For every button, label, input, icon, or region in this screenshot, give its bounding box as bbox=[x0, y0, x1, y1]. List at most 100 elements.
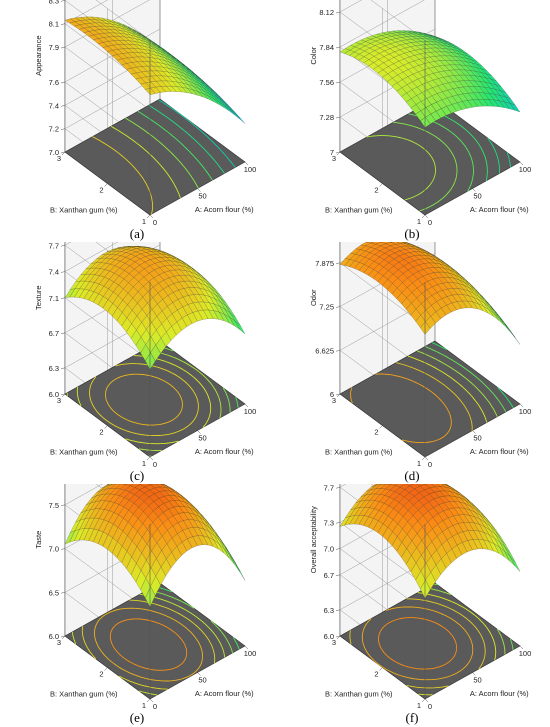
x-axis: 0 50 100 A: Acorn flour (%) bbox=[424, 161, 531, 227]
z-tick-label: 7.4 bbox=[49, 268, 59, 277]
z-tick bbox=[335, 609, 341, 611]
y-tick bbox=[146, 214, 151, 219]
contour-line bbox=[137, 110, 213, 181]
y-tick-label: 1 bbox=[142, 217, 146, 226]
x-tick bbox=[244, 645, 249, 650]
x-tick bbox=[424, 214, 429, 219]
y-tick-label: 1 bbox=[417, 217, 421, 226]
z-axis-label: Appearance bbox=[34, 35, 43, 75]
x-tick-label: 50 bbox=[198, 676, 206, 685]
x-tick bbox=[244, 161, 249, 166]
x-tick bbox=[197, 672, 201, 676]
x-tick-label: 50 bbox=[473, 192, 481, 201]
z-tick-label: 8.1 bbox=[49, 20, 59, 29]
z-tick bbox=[60, 81, 66, 84]
y-axis-label: B: Xanthan gum (%) bbox=[325, 690, 393, 699]
z-tick-label: 7.25 bbox=[319, 303, 334, 312]
y-tick bbox=[421, 214, 426, 219]
panel-f: 6.06.36.77.07.37.78.0Overall acceptabili… bbox=[275, 484, 550, 726]
z-tick bbox=[335, 522, 341, 524]
y-tick bbox=[104, 425, 108, 429]
x-tick-label: 0 bbox=[428, 460, 432, 469]
x-tick-label: 0 bbox=[428, 702, 432, 711]
response-surface bbox=[339, 484, 521, 599]
surface-facet bbox=[111, 484, 117, 485]
surface-plot-0: 7.07.27.47.67.98.18.38.5Appearance050100… bbox=[34, 0, 256, 241]
contour-line bbox=[148, 104, 225, 174]
contour-line bbox=[417, 592, 497, 696]
x-tick bbox=[149, 698, 154, 703]
y-tick bbox=[379, 425, 383, 429]
z-axis: 7.07.27.47.67.98.18.38.5Appearance bbox=[34, 0, 151, 215]
y-tick-label: 3 bbox=[57, 154, 61, 163]
contour-line bbox=[158, 99, 236, 168]
surface-facet bbox=[106, 484, 113, 487]
x-axis: 0 50 100 A: Acorn flour (%) bbox=[424, 645, 532, 711]
z-tick bbox=[335, 81, 341, 84]
z-tick bbox=[60, 0, 66, 2]
y-tick bbox=[336, 151, 341, 156]
z-axis-label: Odor bbox=[309, 289, 318, 306]
x-tick bbox=[149, 214, 154, 219]
surface-plot-5: 6.06.36.77.07.37.78.0Overall acceptabili… bbox=[309, 484, 532, 725]
z-tick bbox=[60, 23, 66, 25]
y-axis-label: B: Xanthan gum (%) bbox=[325, 206, 393, 215]
x-tick-label: 100 bbox=[519, 649, 532, 658]
z-tick-label: 6.0 bbox=[324, 632, 334, 641]
z-tick-label: 6.3 bbox=[49, 364, 59, 373]
y-axis: 1 2 3 B: Xanthan gum (%) bbox=[50, 635, 151, 710]
x-tick-label: 0 bbox=[428, 218, 432, 227]
z-tick-label: 7.2 bbox=[49, 125, 59, 134]
z-tick bbox=[335, 548, 341, 550]
surface-facet bbox=[509, 556, 521, 572]
y-tick-label: 3 bbox=[332, 396, 336, 405]
z-tick bbox=[60, 504, 66, 506]
contour-line bbox=[393, 121, 458, 212]
z-tick-label: 7.84 bbox=[319, 43, 334, 52]
floor-contour-plane bbox=[339, 582, 521, 700]
surface-facet bbox=[234, 320, 246, 335]
y-tick bbox=[336, 393, 341, 398]
z-tick bbox=[60, 105, 66, 107]
z-tick bbox=[60, 393, 66, 396]
surface-facet bbox=[229, 109, 240, 120]
z-tick bbox=[60, 128, 66, 130]
x-tick bbox=[472, 672, 476, 676]
x-axis-label: A: Acorn flour (%) bbox=[470, 205, 529, 214]
contour-line bbox=[147, 589, 234, 654]
z-tick-label: 7.0 bbox=[324, 545, 334, 554]
z-tick bbox=[60, 245, 66, 247]
x-tick bbox=[472, 430, 476, 434]
floor-contour-plane bbox=[64, 98, 246, 216]
contour-line bbox=[417, 350, 498, 417]
z-tick-label: 7.1 bbox=[49, 294, 59, 303]
x-axis: 0 50 100 A: Acorn flour (%) bbox=[424, 403, 532, 469]
x-tick-label: 100 bbox=[519, 407, 532, 416]
panel-e: 6.06.57.07.58.0Taste050100A: Acorn flour… bbox=[0, 484, 275, 726]
contour-line bbox=[159, 340, 239, 408]
z-axis-label: Color bbox=[309, 46, 318, 64]
y-tick-label: 1 bbox=[142, 701, 146, 710]
z-tick bbox=[335, 11, 341, 14]
contour-line bbox=[109, 618, 188, 671]
y-axis-label: B: Xanthan gum (%) bbox=[50, 448, 118, 457]
surface-facet bbox=[376, 484, 382, 486]
x-tick bbox=[424, 698, 429, 703]
z-tick-label: 7.7 bbox=[324, 484, 334, 492]
x-axis-label: A: Acorn flour (%) bbox=[195, 689, 254, 698]
x-tick bbox=[149, 456, 154, 461]
floor-contours bbox=[350, 342, 514, 458]
y-tick-label: 3 bbox=[57, 396, 61, 405]
z-tick-label: 8.12 bbox=[319, 8, 334, 17]
z-axis: 6.06.36.77.07.37.78.0Overall acceptabili… bbox=[309, 484, 426, 699]
response-surface bbox=[339, 30, 521, 128]
x-tick-label: 100 bbox=[244, 649, 257, 658]
panel-b: 77.287.567.848.128.4Color050100A: Acorn … bbox=[275, 0, 550, 242]
contour-line bbox=[105, 373, 183, 426]
z-axis-label: Overall acceptability bbox=[309, 506, 318, 573]
y-tick bbox=[61, 393, 66, 398]
y-axis: 1 2 3 B: Xanthan gum (%) bbox=[325, 151, 426, 226]
panel-label: (b) bbox=[404, 226, 419, 241]
z-tick-label: 7.9 bbox=[49, 43, 59, 52]
